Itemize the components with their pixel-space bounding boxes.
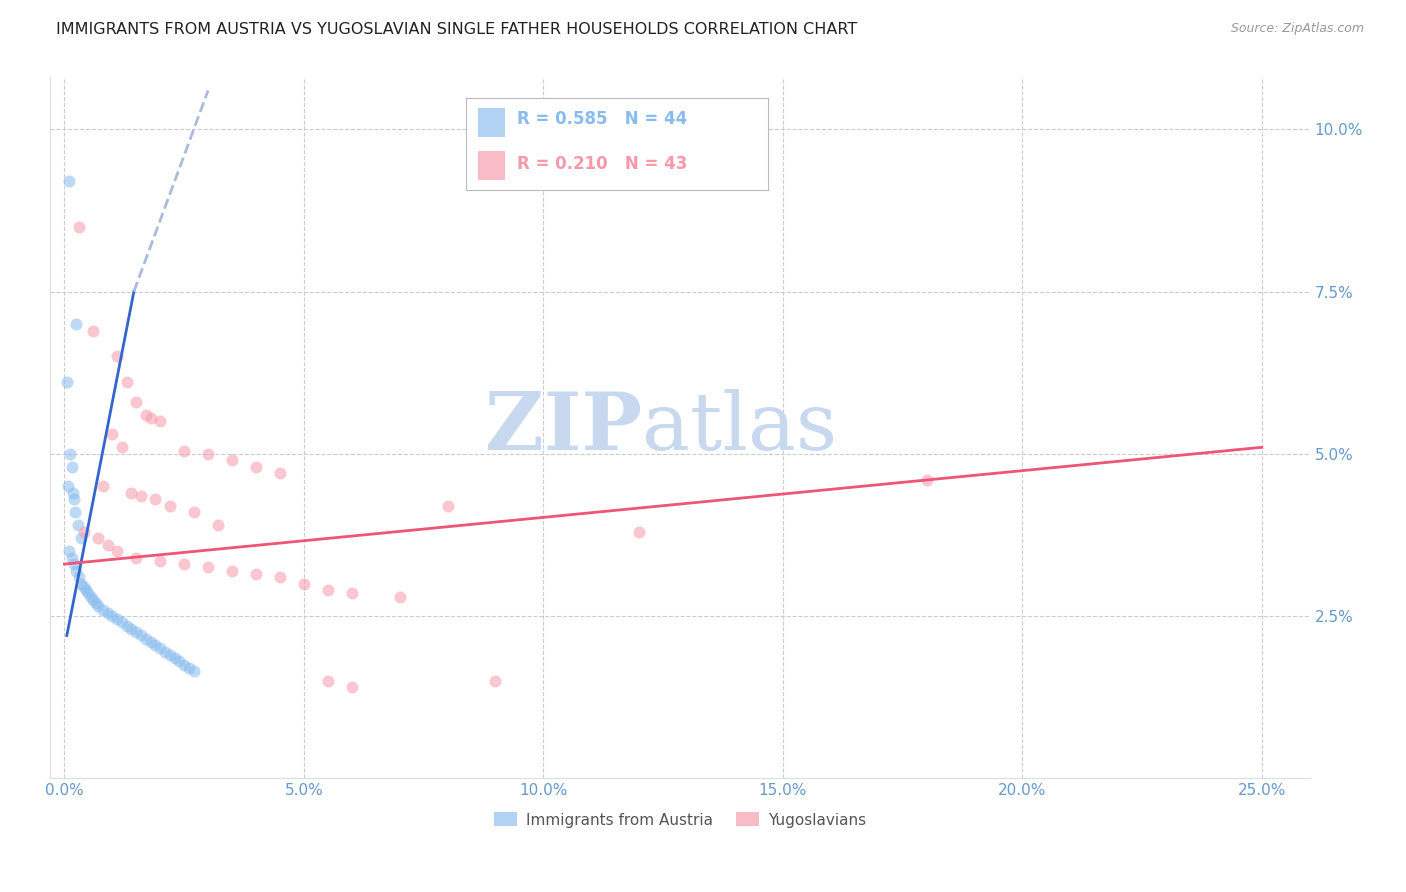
Point [72, 580, 94, 594]
Point [316, 673, 339, 688]
Point [197, 560, 219, 574]
Point [145, 492, 167, 507]
Point [388, 590, 411, 604]
Point [269, 570, 291, 584]
Point [484, 673, 506, 688]
Point [65, 317, 87, 331]
Point [915, 473, 938, 487]
Point [60, 459, 83, 474]
Point [183, 664, 205, 678]
Point [82, 324, 104, 338]
Point [72, 524, 94, 539]
Point [173, 657, 195, 672]
Point [111, 615, 134, 630]
Point [159, 648, 181, 662]
Point [340, 586, 363, 600]
Point [65, 564, 87, 578]
Text: Source: ZipAtlas.com: Source: ZipAtlas.com [1230, 22, 1364, 36]
Point [63, 492, 86, 507]
Point [129, 489, 152, 503]
Point [316, 582, 339, 597]
Point [82, 592, 104, 607]
Point [153, 645, 176, 659]
Point [56, 376, 79, 390]
Point [91, 602, 114, 616]
Point [105, 350, 128, 364]
Point [436, 499, 458, 513]
Point [197, 447, 219, 461]
Point [207, 518, 229, 533]
Point [91, 479, 114, 493]
Point [115, 376, 138, 390]
Point [340, 681, 363, 695]
Point [183, 505, 205, 519]
Point [221, 453, 243, 467]
Point [163, 651, 186, 665]
Point [245, 459, 267, 474]
Point [58, 174, 80, 188]
Point [59, 447, 82, 461]
Point [63, 505, 86, 519]
Point [173, 557, 195, 571]
Text: ZIP: ZIP [485, 389, 643, 467]
Point [149, 641, 172, 656]
Point [70, 531, 93, 545]
Point [149, 414, 172, 428]
Point [628, 524, 651, 539]
Point [121, 485, 143, 500]
Point [80, 590, 103, 604]
Point [101, 609, 124, 624]
Point [111, 440, 134, 454]
Point [125, 550, 148, 565]
Point [292, 576, 315, 591]
Point [96, 606, 118, 620]
Point [139, 411, 162, 425]
Point [145, 638, 167, 652]
Point [75, 582, 97, 597]
Point [84, 596, 107, 610]
Point [125, 395, 148, 409]
Point [58, 479, 80, 493]
Point [135, 408, 157, 422]
Point [96, 538, 118, 552]
Point [129, 628, 152, 642]
Point [177, 661, 200, 675]
Point [67, 219, 90, 234]
Point [125, 625, 148, 640]
Point [66, 518, 89, 533]
Point [245, 566, 267, 581]
Point [105, 544, 128, 558]
Point [159, 499, 181, 513]
Point [67, 570, 90, 584]
Point [269, 467, 291, 481]
Point [173, 443, 195, 458]
Point [115, 619, 138, 633]
Legend: Immigrants from Austria, Yugoslavians: Immigrants from Austria, Yugoslavians [488, 806, 872, 834]
Point [105, 612, 128, 626]
Point [87, 599, 110, 614]
Point [63, 557, 86, 571]
Point [87, 531, 110, 545]
Point [70, 576, 93, 591]
Text: IMMIGRANTS FROM AUSTRIA VS YUGOSLAVIAN SINGLE FATHER HOUSEHOLDS CORRELATION CHAR: IMMIGRANTS FROM AUSTRIA VS YUGOSLAVIAN S… [56, 22, 858, 37]
Text: atlas: atlas [643, 389, 837, 467]
Point [121, 622, 143, 636]
Point [101, 427, 124, 442]
Point [77, 586, 100, 600]
Point [58, 544, 80, 558]
Point [60, 550, 83, 565]
Point [62, 485, 84, 500]
Point [149, 554, 172, 568]
Point [139, 635, 162, 649]
Point [221, 564, 243, 578]
Point [169, 655, 191, 669]
Point [135, 632, 157, 646]
